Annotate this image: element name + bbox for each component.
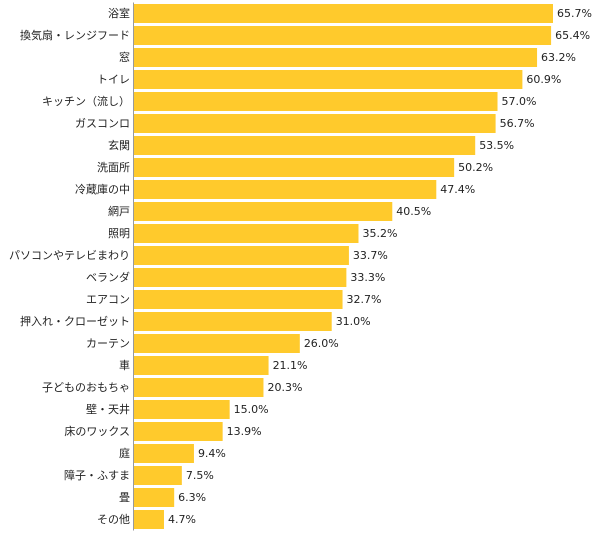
value-label: 47.4% <box>440 183 475 196</box>
bar <box>134 246 349 265</box>
category-label: 窓 <box>119 50 130 64</box>
value-label: 56.7% <box>500 117 535 130</box>
category-label: 玄関 <box>108 138 130 152</box>
category-label: 壁・天井 <box>86 402 130 416</box>
value-label: 9.4% <box>198 447 226 460</box>
bar <box>134 202 393 221</box>
category-label: 浴室 <box>108 6 130 20</box>
category-label: ベランダ <box>86 270 130 284</box>
bar <box>134 356 269 375</box>
value-label: 6.3% <box>178 491 206 504</box>
value-label: 65.4% <box>555 29 590 42</box>
value-label: 40.5% <box>396 205 431 218</box>
value-label: 33.3% <box>350 271 385 284</box>
category-label: 障子・ふすま <box>64 468 130 482</box>
bar <box>134 334 300 353</box>
bar <box>134 312 332 331</box>
value-label: 63.2% <box>541 51 576 64</box>
bar <box>134 114 496 133</box>
category-label: 冷蔵庫の中 <box>75 182 130 196</box>
category-label: エアコン <box>86 293 130 306</box>
bar <box>134 290 343 309</box>
category-label: カーテン <box>86 337 130 350</box>
bar <box>134 92 498 111</box>
value-label: 26.0% <box>304 337 339 350</box>
value-label: 33.7% <box>353 249 388 262</box>
category-label: 換気扇・レンジフード <box>20 28 130 42</box>
bar <box>134 4 553 23</box>
value-label: 20.3% <box>267 381 302 394</box>
category-label: 照明 <box>108 227 130 240</box>
value-label: 57.0% <box>502 95 537 108</box>
value-label: 32.7% <box>347 293 382 306</box>
value-label: 53.5% <box>479 139 514 152</box>
bar <box>134 422 223 441</box>
category-label: ガスコンロ <box>75 117 130 130</box>
bars-group <box>134 4 553 529</box>
category-label: 床のワックス <box>64 424 130 438</box>
value-label: 7.5% <box>186 469 214 482</box>
category-label: 押入れ・クローゼット <box>20 314 130 328</box>
bar <box>134 444 194 463</box>
value-labels-group: 65.7% 65.4% 63.2% 60.9% 57.0% 56.7% 53.5% 50.2%… <box>168 7 592 526</box>
category-label: 畳 <box>119 491 130 504</box>
value-label: 60.9% <box>526 73 561 86</box>
category-label: 子どものおもちゃ <box>42 381 130 394</box>
bar <box>134 466 182 485</box>
category-label: 洗面所 <box>97 161 130 174</box>
bar <box>134 70 523 89</box>
bar <box>134 180 437 199</box>
bar <box>134 268 347 287</box>
bar <box>134 510 164 529</box>
bar <box>134 224 359 243</box>
category-label: パソコンやテレビまわり <box>9 249 130 262</box>
bar <box>134 48 538 67</box>
value-label: 15.0% <box>234 403 269 416</box>
value-label: 35.2% <box>362 227 397 240</box>
value-label: 31.0% <box>336 315 371 328</box>
category-label: その他 <box>97 513 130 526</box>
category-label: トイレ <box>97 73 130 86</box>
bar <box>134 136 476 155</box>
value-label: 4.7% <box>168 513 196 526</box>
category-label: 車 <box>119 358 130 372</box>
value-label: 65.7% <box>557 7 592 20</box>
category-label: 庭 <box>119 446 130 460</box>
category-label: キッチン（流し） <box>42 94 130 108</box>
bar <box>134 378 264 397</box>
value-label: 21.1% <box>273 359 308 372</box>
bar <box>134 26 552 45</box>
value-label: 50.2% <box>458 161 493 174</box>
bar <box>134 488 175 507</box>
bar <box>134 400 230 419</box>
category-label: 網戸 <box>108 204 130 218</box>
value-label: 13.9% <box>227 425 262 438</box>
bar <box>134 158 455 177</box>
